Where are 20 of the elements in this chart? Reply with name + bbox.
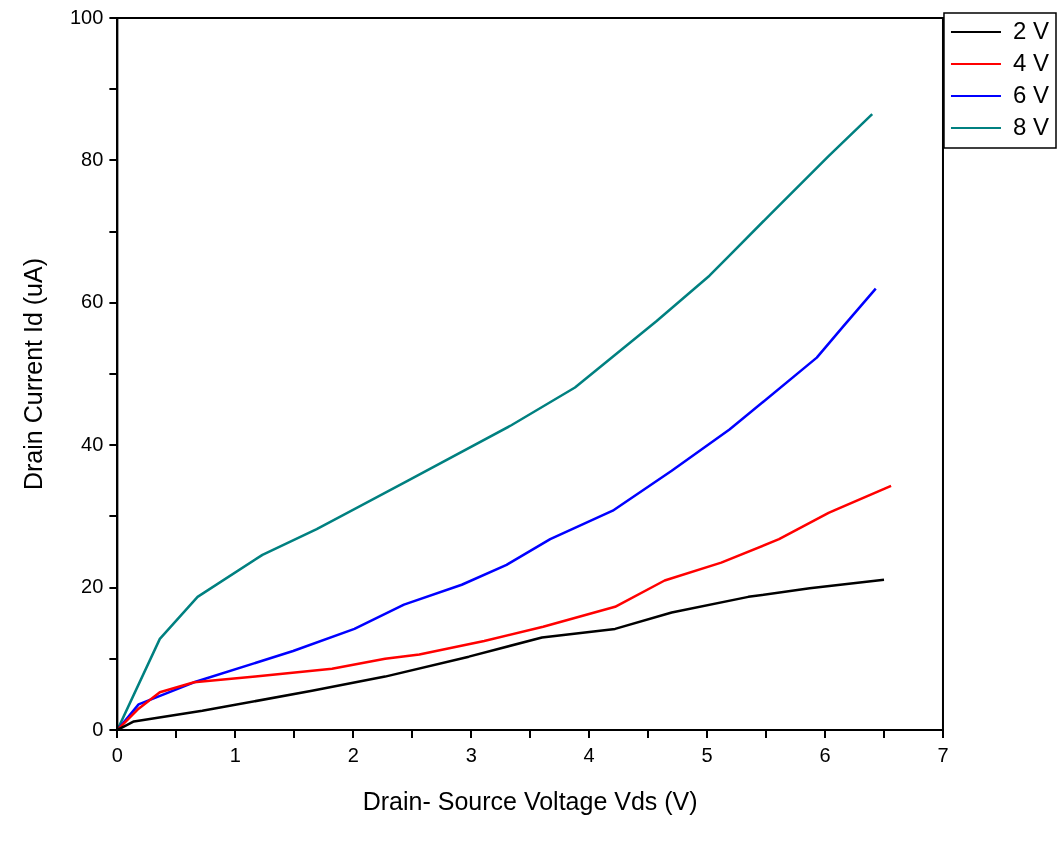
x-axis-title: Drain- Source Voltage Vds (V) xyxy=(362,786,698,815)
y-tick-label: 40 xyxy=(81,432,104,455)
x-tick-label: 3 xyxy=(465,743,477,766)
legend-label: 4 V xyxy=(1012,48,1050,76)
x-tick-label: 2 xyxy=(347,743,359,766)
y-tick-label: 20 xyxy=(81,575,104,598)
y-axis-title: Drain Current Id (uA) xyxy=(18,257,47,491)
x-tick-label: 6 xyxy=(819,743,831,766)
legend-label: 8 V xyxy=(1012,112,1050,140)
x-tick-label: 5 xyxy=(701,743,713,766)
legend-label: 6 V xyxy=(1012,80,1050,108)
x-tick-label: 0 xyxy=(111,743,123,766)
y-tick-label: 100 xyxy=(69,5,104,28)
y-tick-label: 80 xyxy=(81,147,104,170)
x-tick-label: 4 xyxy=(583,743,595,766)
legend-label: 2 V xyxy=(1012,16,1050,44)
x-tick-label: 1 xyxy=(229,743,241,766)
y-tick-label: 0 xyxy=(92,717,104,740)
y-tick-label: 60 xyxy=(81,290,104,313)
x-tick-label: 7 xyxy=(937,743,949,766)
